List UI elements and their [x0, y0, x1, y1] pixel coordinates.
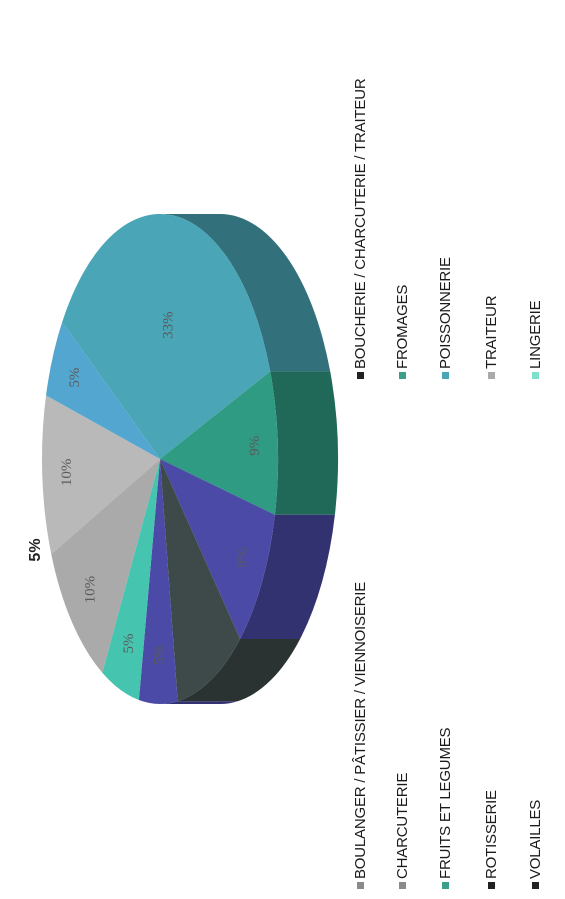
pie-slice-5 — [102, 459, 160, 701]
slice-label-0: 33% — [160, 311, 176, 339]
legend-item: CHARCUTERIE — [394, 773, 411, 889]
pie-slice-6 — [51, 459, 160, 673]
slice-label-2: 9% — [235, 548, 251, 568]
pie-wall-1 — [270, 371, 338, 515]
legend-swatch — [532, 372, 539, 379]
legend-label: BOULANGER / PÂTISSIER / VIENNOISERIE — [352, 581, 369, 879]
legend-label: TRAITEUR — [483, 295, 500, 369]
legend-swatch — [488, 372, 495, 379]
legend-label: CHARCUTERIE — [394, 772, 411, 879]
pie-wall-2 — [240, 514, 335, 639]
pie-slice-7 — [42, 395, 160, 555]
legend-item: ROTISSERIE — [483, 790, 500, 889]
legend-swatch — [442, 882, 449, 889]
slice-label-7: 10% — [59, 459, 75, 487]
legend-swatch — [357, 882, 364, 889]
legend-item: VOLAILLES — [527, 800, 544, 889]
legend-item: FRUITS ET LEGUMES — [437, 728, 454, 889]
outside-percent-label: 5% — [27, 538, 44, 561]
pie-wall-4 — [160, 701, 238, 704]
legend-label: FRUITS ET LEGUMES — [437, 727, 454, 879]
legend-swatch — [399, 372, 406, 379]
slice-label-6: 10% — [83, 576, 99, 604]
legend-item: FROMAGES — [394, 285, 411, 379]
legend-item: BOUCHERIE / CHARCUTERIE / TRAITEUR — [352, 79, 369, 379]
pie-slice-3 — [160, 459, 241, 702]
slice-label-5: 5% — [121, 633, 137, 653]
legend-swatch — [532, 882, 539, 889]
slice-label-4: 5% — [152, 645, 168, 665]
legend-label: FROMAGES — [394, 284, 411, 369]
slice-label-8: 5% — [67, 368, 83, 388]
legend-label: VOLAILLES — [527, 799, 544, 879]
pie-wall-0 — [160, 214, 331, 372]
pie-slice-4 — [138, 459, 178, 704]
legend-item: POISSONNERIE — [437, 257, 454, 379]
pie-slice-2 — [160, 459, 275, 639]
legend-label: LINGERIE — [527, 300, 544, 369]
legend-swatch — [357, 372, 364, 379]
slice-label-1: 9% — [247, 436, 263, 456]
legend-item: BOULANGER / PÂTISSIER / VIENNOISERIE — [352, 582, 369, 889]
legend-label: ROTISSERIE — [483, 790, 500, 879]
legend-item: TRAITEUR — [483, 296, 500, 379]
pie-slice-0 — [62, 214, 271, 459]
legend-label: POISSONNERIE — [437, 257, 454, 369]
legend-item: LINGERIE — [527, 301, 544, 379]
legend-swatch — [488, 882, 495, 889]
legend-label: BOUCHERIE / CHARCUTERIE / TRAITEUR — [352, 78, 369, 369]
pie-slice-1 — [160, 371, 278, 515]
pie-slice-8 — [46, 321, 160, 459]
legend-swatch — [399, 882, 406, 889]
pie-wall-3 — [177, 638, 301, 702]
legend-swatch — [442, 372, 449, 379]
